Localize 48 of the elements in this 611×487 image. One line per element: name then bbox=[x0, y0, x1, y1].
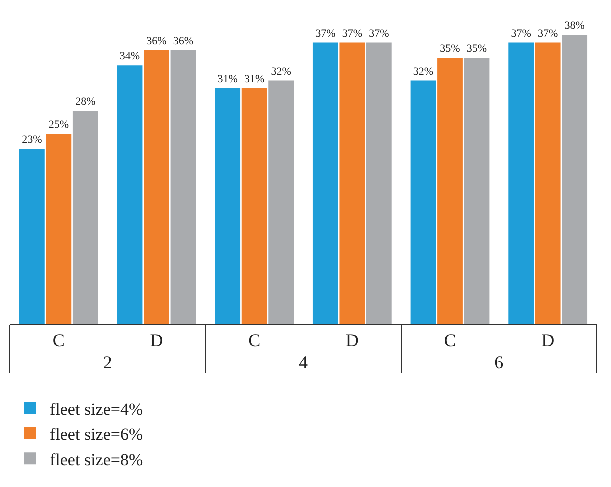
data-label: 23% bbox=[22, 134, 42, 146]
data-label: 36% bbox=[146, 35, 167, 48]
bar bbox=[366, 42, 392, 324]
bar bbox=[508, 42, 534, 324]
x-tick-label: C bbox=[248, 330, 261, 351]
bar bbox=[242, 88, 268, 324]
data-label: 31% bbox=[218, 73, 238, 86]
legend-label: fleet size=6% bbox=[50, 425, 144, 444]
x-tick-label: D bbox=[150, 330, 164, 351]
data-label: 32% bbox=[271, 66, 292, 78]
bar bbox=[144, 50, 170, 324]
bar bbox=[535, 42, 561, 324]
data-label: 25% bbox=[48, 119, 69, 131]
bar bbox=[72, 111, 98, 324]
bar bbox=[46, 134, 72, 324]
x-tick-label: C bbox=[444, 330, 456, 351]
text: 2 bbox=[103, 352, 112, 373]
text: 6 bbox=[494, 352, 504, 373]
legend-label: fleet size=4% bbox=[50, 400, 144, 420]
bar bbox=[170, 50, 196, 324]
x-tick-label: C bbox=[52, 330, 65, 351]
data-label: 37% bbox=[538, 28, 558, 40]
bar bbox=[117, 66, 143, 324]
data-label: 35% bbox=[440, 43, 460, 55]
data-label: 34% bbox=[120, 50, 140, 63]
data-label: 38% bbox=[564, 20, 585, 32]
data-label: 37% bbox=[342, 28, 362, 40]
text: 4 bbox=[299, 352, 308, 373]
x-tick-label: D bbox=[542, 330, 555, 351]
data-label: 31% bbox=[244, 73, 265, 86]
bar bbox=[562, 35, 588, 324]
bar bbox=[312, 42, 338, 324]
bar bbox=[19, 149, 45, 324]
bar bbox=[464, 58, 490, 324]
bar bbox=[438, 58, 463, 324]
bar bbox=[215, 88, 241, 324]
bar bbox=[410, 80, 436, 324]
x-tick-label: D bbox=[346, 330, 359, 351]
data-label: 37% bbox=[316, 28, 336, 40]
data-label: 35% bbox=[466, 43, 488, 55]
data-label: 28% bbox=[76, 96, 96, 108]
data-label: 36% bbox=[173, 35, 194, 48]
legend-label: fleet size=8% bbox=[50, 450, 144, 470]
bar bbox=[340, 42, 366, 324]
bar bbox=[268, 80, 294, 324]
data-label: 37% bbox=[369, 28, 390, 40]
data-label: 37% bbox=[511, 28, 532, 40]
data-label: 32% bbox=[413, 66, 434, 78]
